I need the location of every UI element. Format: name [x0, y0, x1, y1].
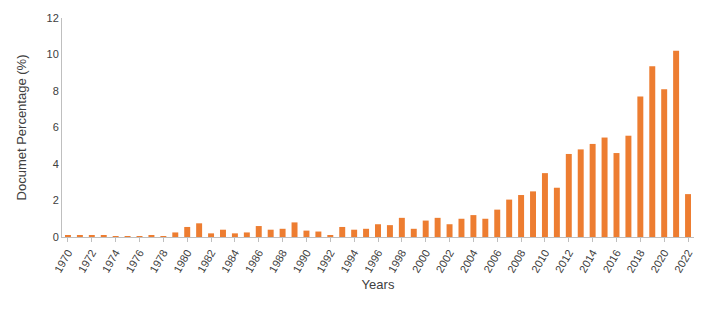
svg-text:2004: 2004 [457, 247, 480, 274]
svg-text:2022: 2022 [672, 247, 695, 274]
svg-text:1976: 1976 [123, 247, 146, 274]
svg-text:1994: 1994 [338, 247, 361, 274]
svg-text:2000: 2000 [410, 247, 433, 274]
svg-text:1988: 1988 [266, 247, 289, 274]
svg-text:4: 4 [53, 158, 59, 170]
svg-text:1982: 1982 [195, 247, 218, 274]
svg-text:6: 6 [53, 121, 59, 133]
svg-text:1970: 1970 [52, 247, 75, 274]
svg-text:2014: 2014 [577, 247, 600, 274]
svg-text:12: 12 [47, 12, 59, 24]
svg-text:2002: 2002 [433, 247, 456, 274]
svg-text:2016: 2016 [600, 247, 623, 274]
svg-text:1972: 1972 [76, 247, 99, 274]
svg-text:1984: 1984 [219, 247, 242, 274]
svg-text:1986: 1986 [243, 247, 266, 274]
svg-text:2020: 2020 [648, 247, 671, 274]
svg-text:Years: Years [362, 277, 395, 292]
svg-text:0: 0 [53, 231, 59, 243]
svg-text:8: 8 [53, 85, 59, 97]
svg-text:2010: 2010 [529, 247, 552, 274]
svg-text:2012: 2012 [553, 247, 576, 274]
svg-text:1974: 1974 [100, 247, 123, 274]
svg-text:1980: 1980 [171, 247, 194, 274]
svg-text:10: 10 [47, 48, 59, 60]
svg-text:2008: 2008 [505, 247, 528, 274]
svg-text:2006: 2006 [481, 247, 504, 274]
svg-text:2: 2 [53, 194, 59, 206]
svg-text:1992: 1992 [314, 247, 337, 274]
svg-text:1996: 1996 [362, 247, 385, 274]
svg-text:Documet Percentage (%): Documet Percentage (%) [14, 55, 29, 201]
svg-text:1998: 1998 [386, 247, 409, 274]
svg-text:1978: 1978 [147, 247, 170, 274]
svg-text:2018: 2018 [624, 247, 647, 274]
svg-text:1990: 1990 [290, 247, 313, 274]
